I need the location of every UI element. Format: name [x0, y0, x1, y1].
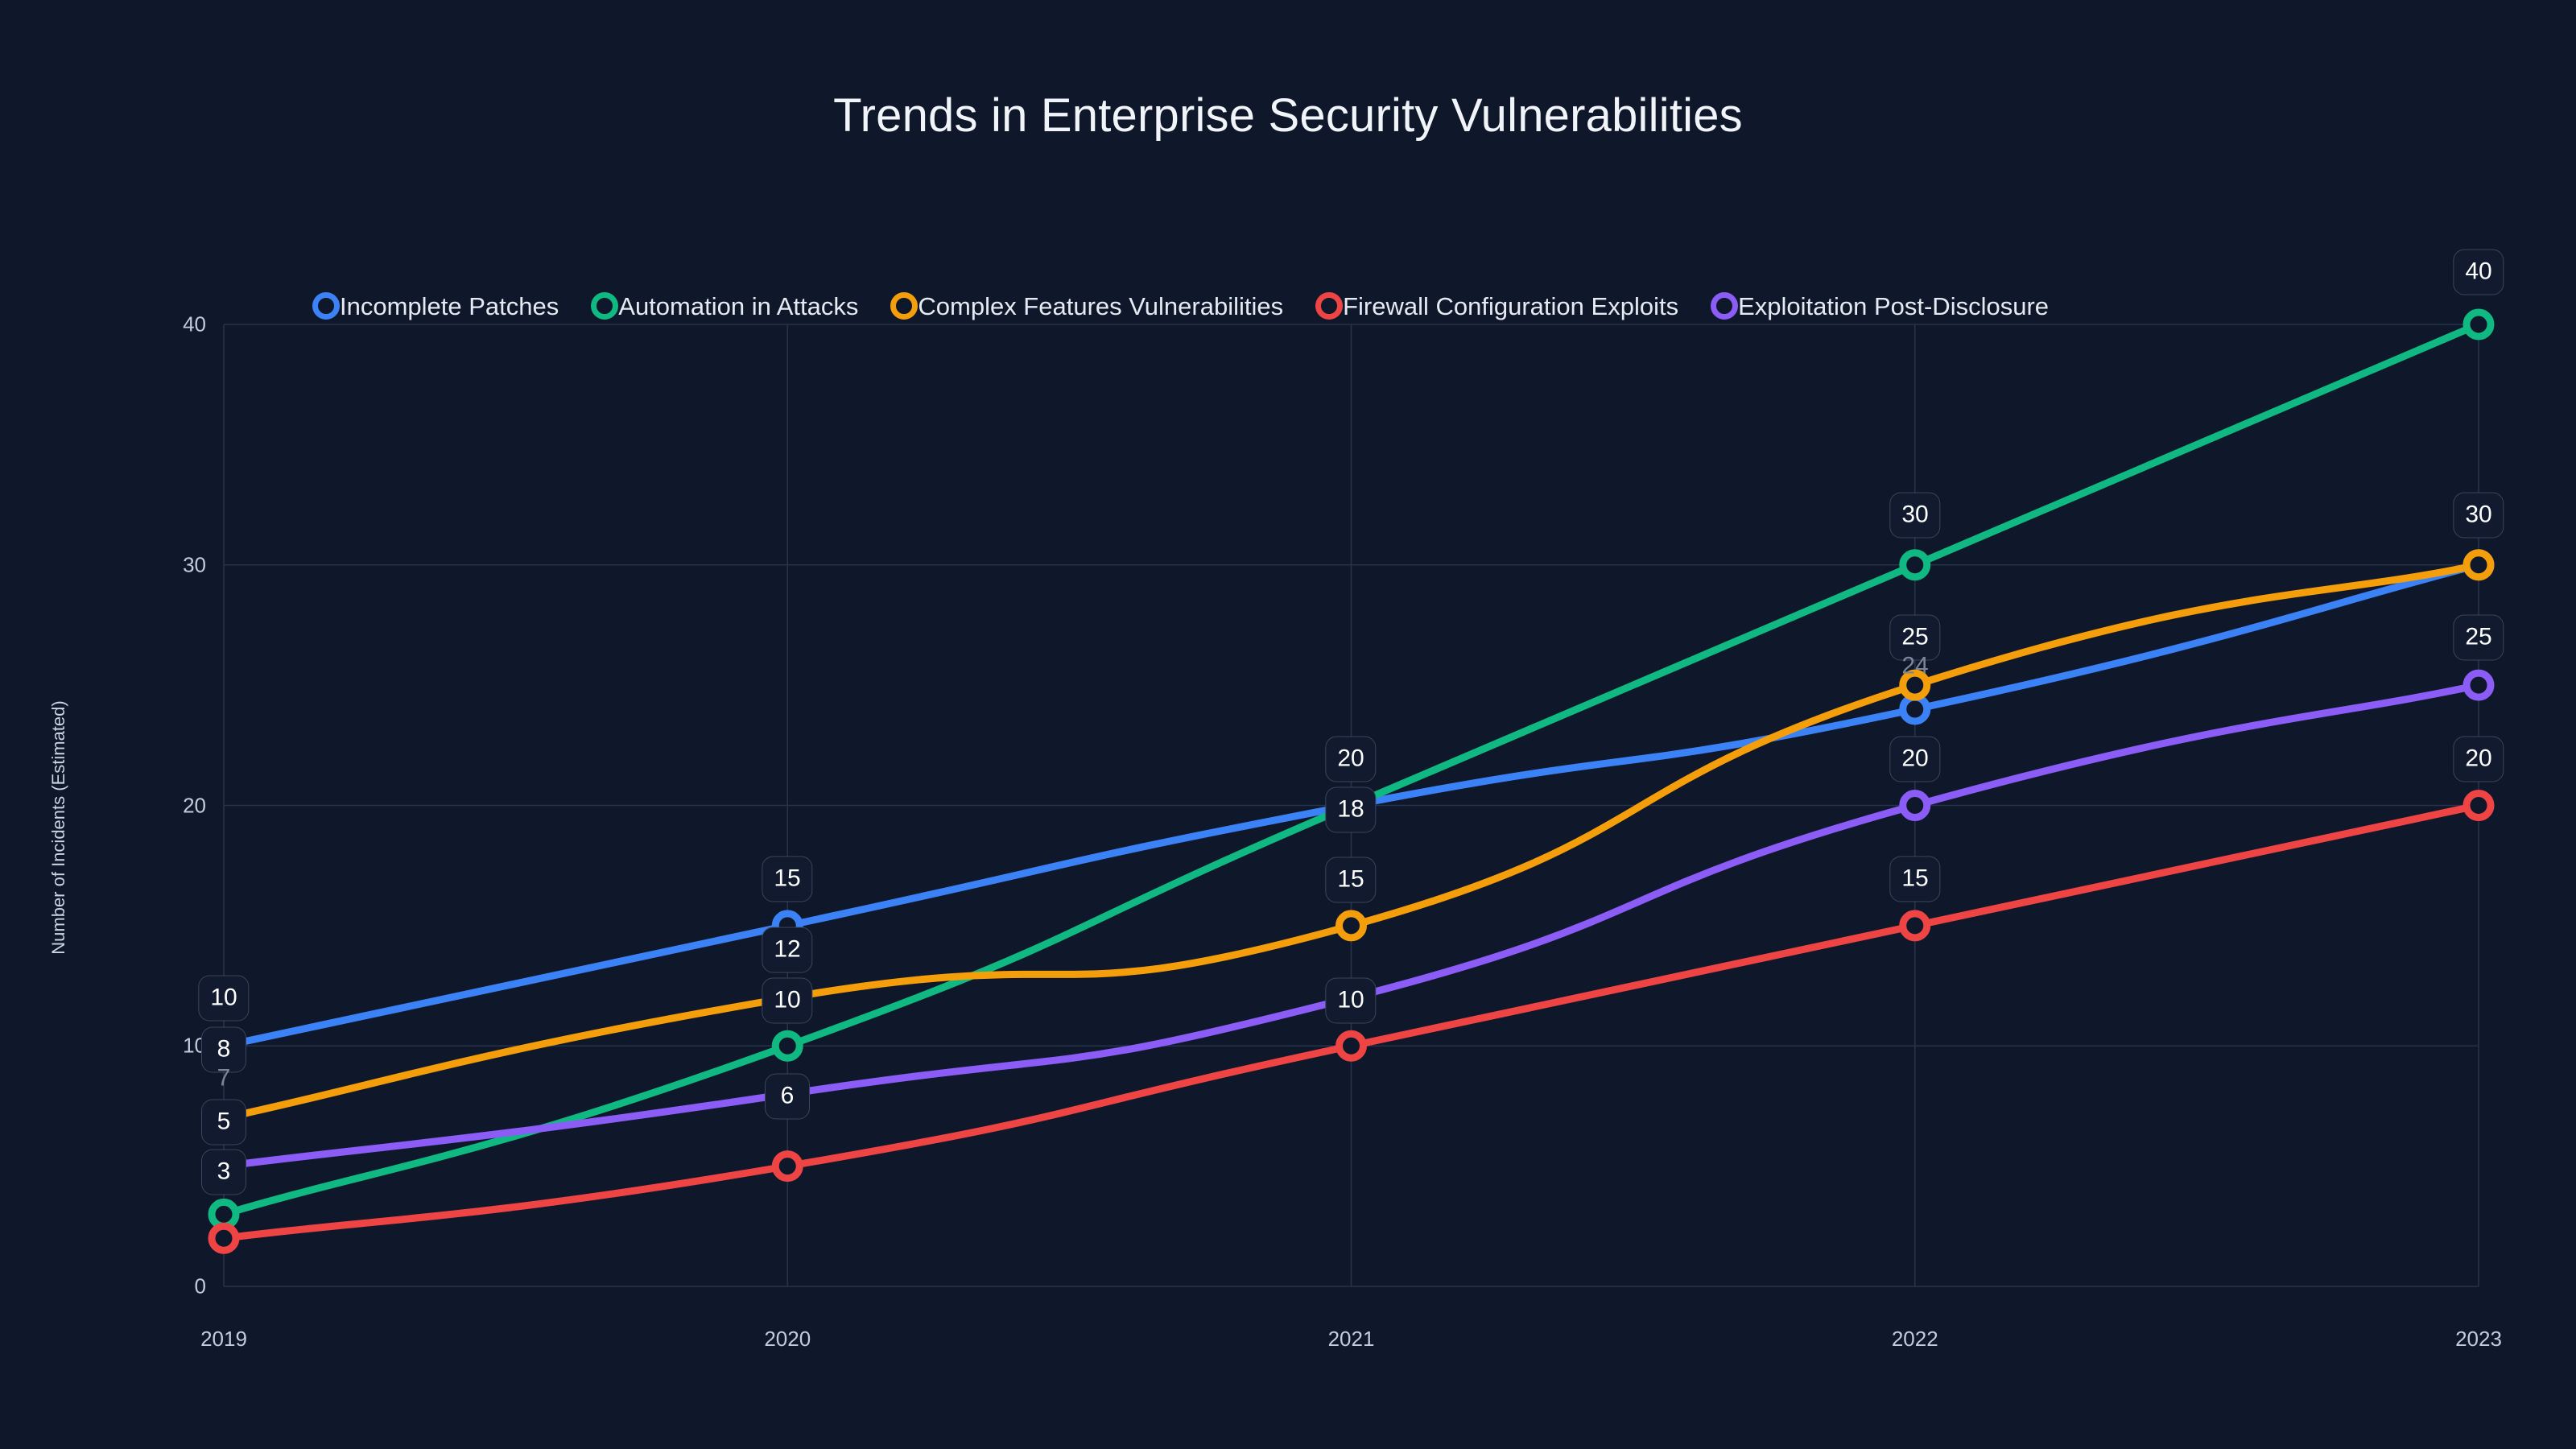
y-axis-title: Number of Incidents (Estimated)	[48, 700, 68, 955]
page-title: Trends in Enterprise Security Vulnerabil…	[833, 89, 1743, 142]
legend-item-4[interactable]: Exploitation Post-Disclosure	[1711, 292, 2049, 320]
legend-item-label: Incomplete Patches	[340, 291, 559, 320]
data-point-label: 3	[201, 1149, 246, 1195]
legend-item-label: Complex Features Vulnerabilities	[918, 291, 1284, 320]
data-point-marker[interactable]	[208, 1198, 240, 1230]
data-point-label: 15	[1889, 856, 1941, 902]
circle-outline-icon	[591, 292, 619, 320]
data-point-marker[interactable]	[2462, 669, 2495, 701]
data-point-label: 20	[2453, 736, 2504, 782]
x-axis-tick-label: 2022	[1891, 1327, 1938, 1351]
data-point-marker[interactable]	[2462, 790, 2495, 821]
y-axis-tick-label: 10	[183, 1033, 206, 1058]
circle-outline-icon	[1711, 292, 1739, 320]
data-point-label: 25	[1889, 614, 1941, 661]
data-point-label: 10	[762, 977, 813, 1024]
legend-item-3[interactable]: Firewall Configuration Exploits	[1315, 292, 1678, 320]
data-point-marker[interactable]	[2462, 549, 2495, 581]
data-point-label: 18	[1325, 786, 1377, 833]
data-point-label: 24	[1901, 652, 1929, 679]
data-point-marker[interactable]	[208, 1222, 240, 1254]
data-point-marker[interactable]	[1335, 1030, 1367, 1062]
data-point-label: 12	[762, 927, 813, 973]
x-axis-tick-label: 2021	[1327, 1327, 1375, 1351]
legend-item-label: Exploitation Post-Disclosure	[1738, 291, 2050, 320]
data-point-marker[interactable]	[2462, 549, 2495, 581]
y-axis-tick-label: 30	[183, 552, 206, 577]
x-axis-tick-label: 2020	[764, 1327, 811, 1351]
data-point-label: 30	[2453, 492, 2504, 539]
x-axis-tick-label: 2023	[2455, 1327, 2502, 1351]
legend-item-label: Automation in Attacks	[618, 291, 859, 320]
circle-outline-icon	[1315, 292, 1344, 320]
data-point-marker[interactable]	[1899, 790, 1931, 821]
data-point-label: 15	[762, 856, 813, 902]
y-axis-tick-label: 0	[194, 1274, 206, 1298]
legend-item-2[interactable]: Complex Features Vulnerabilities	[890, 292, 1283, 320]
series-2	[220, 561, 2483, 1122]
x-axis-tick-label: 2019	[200, 1327, 247, 1351]
data-point-label: 8	[201, 1026, 246, 1073]
data-point-marker[interactable]	[1899, 549, 1931, 581]
data-point-label: 20	[1889, 736, 1941, 782]
data-point-label: 10	[1325, 977, 1377, 1024]
data-point-label: 7	[217, 1064, 231, 1092]
data-point-label: 15	[1325, 857, 1377, 903]
data-point-marker[interactable]	[771, 1030, 803, 1062]
data-point-marker[interactable]	[1899, 910, 1931, 942]
circle-outline-icon	[890, 292, 919, 320]
circle-outline-icon	[312, 292, 340, 320]
y-axis-tick-label: 20	[183, 793, 206, 817]
data-point-label: 30	[1889, 492, 1941, 539]
series-markers-2	[208, 549, 2495, 1134]
data-point-marker[interactable]	[771, 1150, 803, 1183]
data-point-marker[interactable]	[1335, 910, 1367, 942]
legend-item-1[interactable]: Automation in Attacks	[591, 292, 858, 320]
data-point-label: 25	[2453, 614, 2504, 661]
data-point-label: 6	[765, 1073, 810, 1120]
data-point-marker[interactable]	[2462, 308, 2495, 341]
data-point-label: 40	[2453, 249, 2504, 295]
series-line	[220, 561, 2483, 1122]
legend-item-label: Firewall Configuration Exploits	[1343, 291, 1679, 320]
legend-item-0[interactable]: Incomplete Patches	[312, 292, 559, 320]
y-axis-tick-label: 40	[183, 312, 206, 336]
data-point-label: 20	[1325, 736, 1377, 782]
data-point-label: 5	[201, 1099, 246, 1146]
data-point-marker[interactable]	[1899, 693, 1931, 725]
data-point-label: 10	[198, 975, 250, 1022]
chart-legend: Incomplete Patches Automation in Attacks C…	[312, 288, 2081, 324]
